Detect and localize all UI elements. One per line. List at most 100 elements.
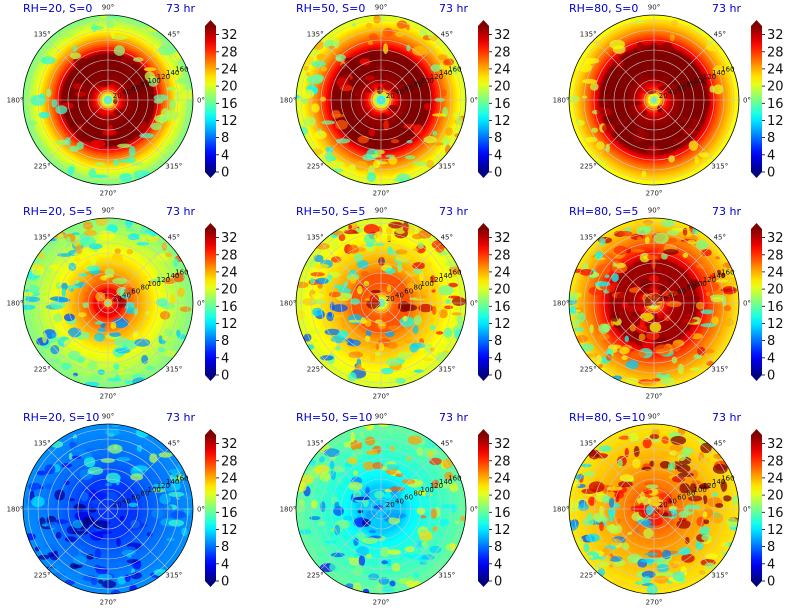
field-blob	[709, 274, 716, 279]
field-blob	[588, 449, 600, 460]
field-blob	[577, 537, 584, 548]
colorbar-tick-label: 0	[221, 369, 229, 384]
field-blob	[608, 497, 615, 508]
colorbar-tick-label: 4	[767, 557, 775, 572]
panel-title: RH=20, S=10	[23, 411, 99, 424]
panel-title: RH=80, S=0	[569, 2, 638, 15]
colorbar-tick-label: 20	[221, 489, 238, 504]
field-blob	[709, 85, 715, 93]
field-blob	[408, 109, 414, 115]
field-blob	[356, 260, 369, 269]
radial-tick-label: 120	[703, 482, 716, 490]
colorbar-tick-label: 16	[494, 97, 511, 112]
angular-tick-label: 0°	[197, 506, 205, 514]
colorbar-tick-label: 8	[494, 334, 502, 349]
field-blob	[51, 333, 57, 338]
field-blob	[158, 45, 174, 56]
angular-tick-label: 270°	[100, 393, 117, 401]
angular-gridline	[107, 242, 169, 304]
field-blob	[299, 529, 312, 535]
field-blob	[625, 360, 639, 370]
field-blob	[25, 296, 41, 303]
field-blob	[630, 349, 646, 359]
field-blob	[145, 310, 150, 315]
panel-time: 73 hr	[439, 411, 468, 424]
angular-gridline	[593, 242, 655, 304]
field-blob	[654, 575, 669, 584]
field-blob	[636, 236, 643, 242]
angular-tick-label: 270°	[373, 190, 390, 198]
angular-tick-label: 135°	[580, 234, 597, 242]
field-blob	[67, 327, 82, 338]
field-blob	[347, 339, 361, 347]
field-blob	[364, 233, 377, 245]
field-blob	[296, 94, 301, 99]
field-blob	[114, 248, 121, 254]
angular-gridline	[107, 99, 169, 161]
field-blob	[642, 110, 648, 116]
radial-tick-label: 80	[687, 284, 696, 292]
radial-tick-label: 140	[712, 272, 725, 280]
angular-tick-label: 0°	[197, 300, 205, 308]
colorbar-tick-label: 32	[221, 28, 238, 43]
colorbar-body	[205, 435, 216, 581]
field-blob	[681, 447, 694, 455]
field-blob	[314, 464, 330, 475]
field-blob	[333, 113, 345, 118]
field-blob	[39, 93, 45, 99]
field-blob	[181, 90, 193, 100]
angular-tick-label: 180°	[7, 97, 24, 105]
field-blob	[378, 135, 391, 141]
panel-time: 73 hr	[712, 411, 741, 424]
colorbar-extend-min	[751, 375, 762, 381]
field-blob	[125, 380, 133, 384]
field-blob	[409, 93, 418, 100]
field-blob	[153, 94, 169, 101]
field-blob	[98, 579, 103, 584]
field-blob	[649, 460, 655, 467]
field-blob	[47, 521, 59, 528]
radial-tick-label: 20	[113, 501, 122, 509]
field-blob	[40, 45, 53, 49]
field-blob	[320, 96, 326, 102]
polar-frame	[295, 14, 467, 186]
field-blob	[141, 91, 148, 96]
field-blob	[119, 173, 133, 182]
colorbar-tick-label: 12	[494, 317, 511, 332]
field-blob	[689, 483, 697, 493]
field-blob	[397, 351, 412, 360]
field-blob	[312, 545, 327, 552]
field-blob	[444, 471, 454, 480]
field-blob	[150, 122, 162, 131]
field-blob	[649, 434, 660, 440]
field-blob	[710, 297, 724, 303]
field-blob	[437, 54, 448, 61]
radial-tick-label: 140	[439, 478, 452, 486]
field-blob	[705, 330, 714, 335]
colorbar-tick-label: 20	[767, 80, 784, 95]
field-blob	[368, 165, 375, 175]
field-blob	[310, 40, 324, 51]
field-blob	[609, 511, 614, 523]
field-blob	[116, 457, 131, 462]
field-blob	[671, 356, 678, 364]
field-blob	[582, 518, 595, 526]
field-blob	[700, 309, 714, 315]
field-blob	[353, 92, 362, 97]
field-blob	[618, 230, 633, 237]
field-blob	[179, 306, 192, 313]
field-blob	[23, 291, 34, 297]
field-blob	[632, 133, 641, 141]
colorbar-tick-label: 4	[494, 148, 502, 163]
field-blob	[312, 307, 323, 316]
colorbar-tick-label: 28	[767, 454, 784, 469]
angular-tick-label: 315°	[438, 365, 455, 373]
colorbar-extend-max	[205, 20, 216, 26]
field-blob	[83, 229, 97, 237]
field-blob	[712, 492, 719, 498]
field-blob	[640, 558, 656, 563]
field-blob	[357, 510, 364, 514]
colorbar-extend-min	[478, 375, 489, 381]
field-blob	[619, 474, 634, 482]
field-blob	[336, 77, 349, 88]
